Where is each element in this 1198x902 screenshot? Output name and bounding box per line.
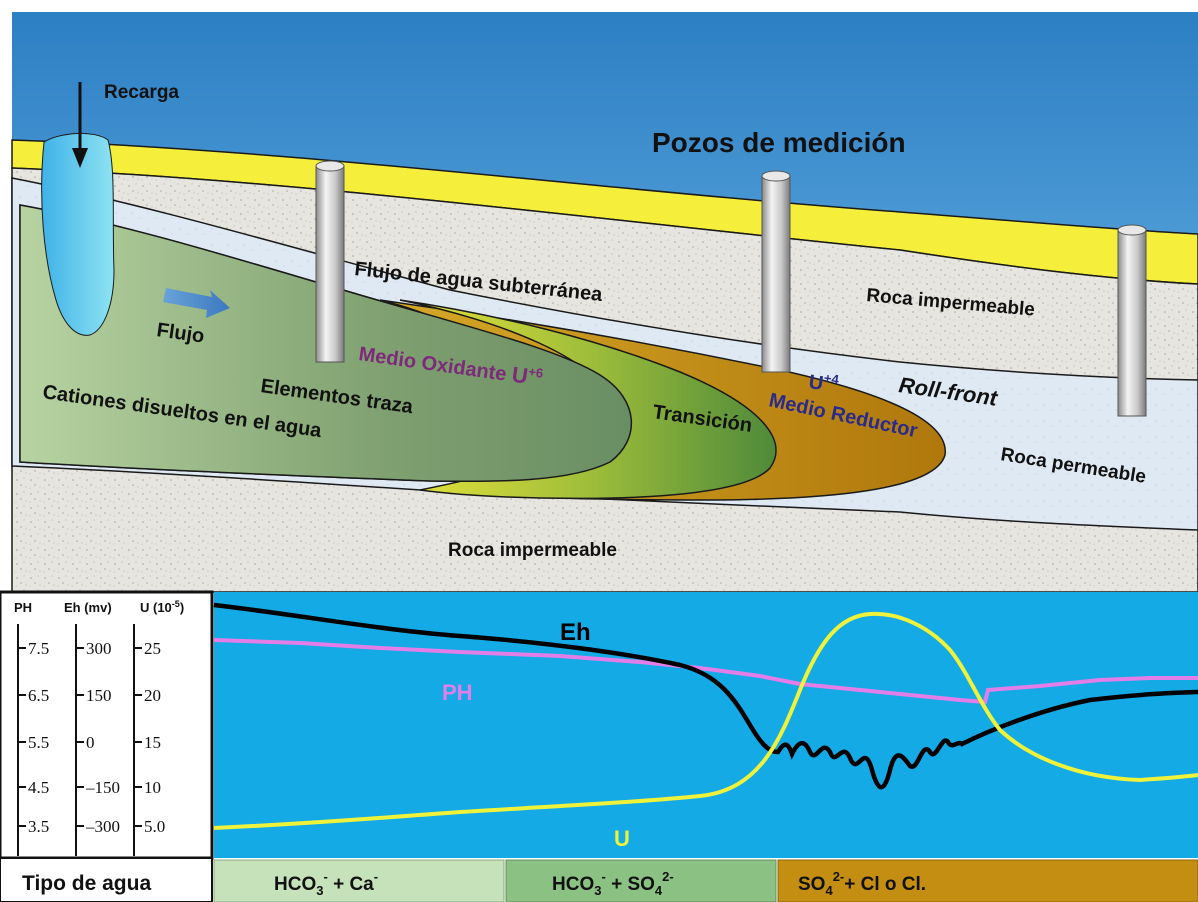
- ph-scale-header: PH: [14, 600, 32, 615]
- eh-tick-label: –300: [85, 817, 120, 836]
- u-tick-label: 25: [144, 639, 161, 658]
- water-zone-2-formula: HCO3- + SO42-: [552, 869, 674, 898]
- well-3: [1117, 224, 1147, 417]
- eh-tick-label: 300: [86, 639, 112, 658]
- water-type-label-cell: [0, 857, 213, 902]
- eh-curve: [213, 602, 1198, 790]
- eh-tick-label: 0: [86, 733, 95, 752]
- ph-tick-label: 5.5: [28, 733, 49, 752]
- u-curve-label: U: [614, 826, 630, 851]
- u-scale-header: U (10-5): [140, 599, 184, 615]
- ph-tick-label: 6.5: [28, 686, 49, 705]
- u-curve: [213, 611, 1198, 830]
- scale-ticks: 7.5 6.5 5.5 4.5 3.5 300 150 0 –150 –300 25 20 15 10 5.…: [18, 639, 165, 836]
- recharge-plume: [41, 132, 115, 336]
- recharge-arrow: [72, 82, 88, 168]
- ph-curve-label: PH: [442, 680, 473, 705]
- ph-tick-label: 7.5: [28, 639, 49, 658]
- water-zone-2: [505, 859, 777, 902]
- eh-scale-header: Eh (mv): [64, 600, 112, 615]
- water-zone-1: [213, 859, 505, 902]
- chart-area: [214, 592, 1198, 858]
- well-2: [761, 170, 791, 373]
- ph-tick-label: 4.5: [28, 778, 49, 797]
- u-tick-label: 20: [144, 686, 161, 705]
- eh-tick-label: 150: [86, 686, 112, 705]
- water-zone-3: [777, 859, 1198, 902]
- ph-tick-label: 3.5: [28, 817, 49, 836]
- cross-section: Recarga Pozos de medición Flujo de agua …: [11, 12, 1198, 593]
- u4-label: U+4: [807, 368, 840, 397]
- water-zone-3-formula: SO42-+ Cl o Cl.: [798, 869, 926, 898]
- impermeable-rock-bottom-label: Roca impermeable: [448, 540, 617, 561]
- scale-panel: [0, 590, 214, 860]
- ph-curve: [213, 638, 1198, 705]
- eh-tick-label: –150: [85, 778, 120, 797]
- well-1: [315, 160, 345, 363]
- recharge-label: Recarga: [104, 82, 179, 103]
- u-tick-label: 10: [144, 778, 161, 797]
- geochem-profile: PH Eh (mv) U (10-5) 7.5 6.5 5.5 4.5 3.5 300 15…: [0, 590, 1198, 860]
- water-zone-1-formula: HCO3- + Ca-: [274, 869, 378, 898]
- water-type-label: Tipo de agua: [22, 872, 151, 895]
- flow-arrow: [163, 288, 230, 318]
- u-tick-label: 5.0: [144, 817, 165, 836]
- water-type-bar: Tipo de agua HCO3- + Ca- HCO3- + SO42- S…: [0, 857, 1198, 902]
- wells-title: Pozos de medición: [652, 127, 906, 158]
- u-tick-label: 15: [144, 733, 161, 752]
- eh-curve-label: Eh: [560, 619, 591, 646]
